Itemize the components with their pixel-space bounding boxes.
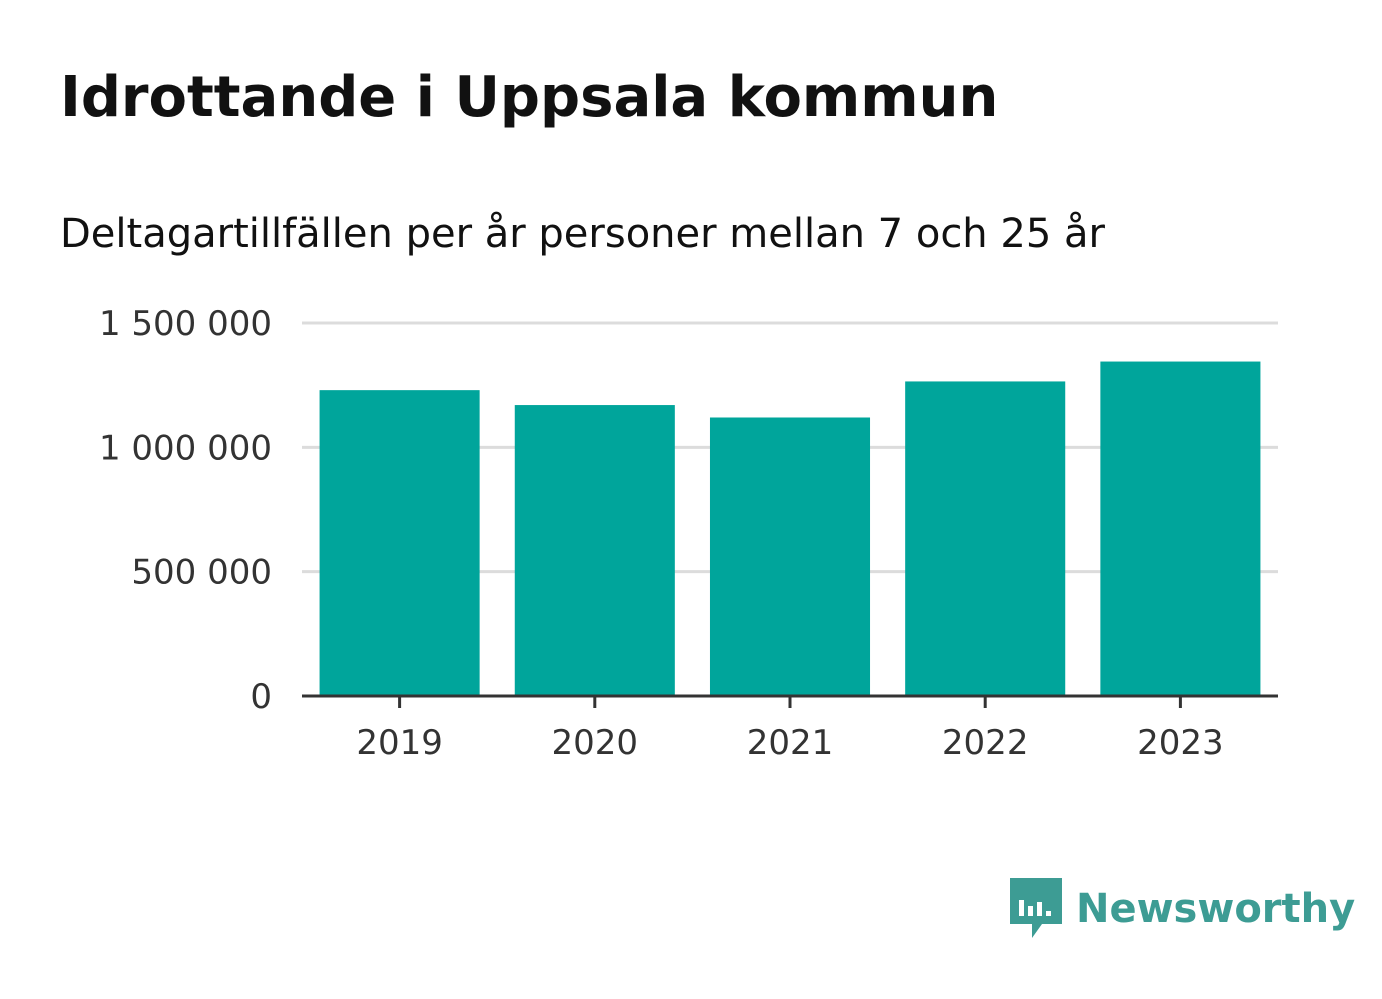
chart-subtitle: Deltagartillfällen per år personer mella… (60, 211, 1105, 257)
x-tick-label: 2021 (747, 723, 834, 763)
brand-name: Newsworthy (1076, 886, 1356, 932)
newsworthy-logo-icon (1010, 878, 1062, 938)
y-axis-tick-labels: 0 500 000 1 000 000 1 500 000 (99, 304, 272, 717)
y-tick-label: 500 000 (131, 553, 272, 593)
bar-2020 (514, 405, 675, 696)
x-axis-tick-labels: 2019 2020 2021 2022 2023 (356, 723, 1223, 763)
y-tick-label: 0 (250, 677, 272, 717)
bars (319, 361, 1261, 696)
bar-2022 (905, 381, 1066, 696)
x-tick-label: 2019 (356, 723, 443, 763)
bar-2019 (319, 390, 480, 696)
y-tick-label: 1 500 000 (99, 304, 272, 344)
bar-2023 (1100, 361, 1261, 696)
x-tick-label: 2020 (552, 723, 639, 763)
y-tick-label: 1 000 000 (99, 428, 272, 468)
x-tick-label: 2022 (942, 723, 1029, 763)
newsworthy-brand: Newsworthy (1010, 878, 1355, 940)
bar-2021 (709, 417, 871, 696)
x-tick-label: 2023 (1137, 723, 1224, 763)
x-axis (302, 694, 1278, 708)
chart-title: Idrottande i Uppsala kommun (60, 65, 999, 130)
